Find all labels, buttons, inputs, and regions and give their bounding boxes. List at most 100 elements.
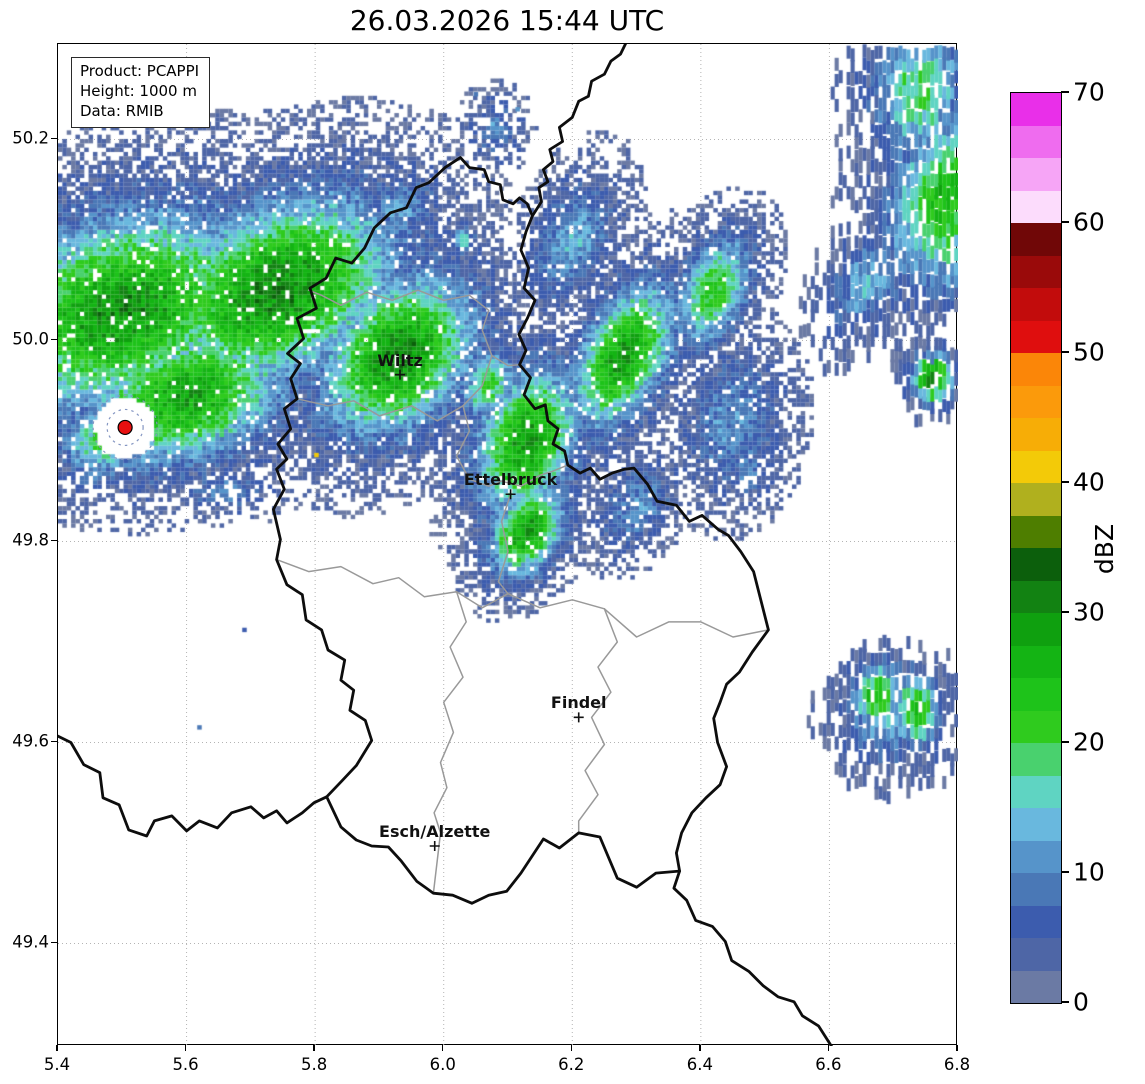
colorbar-band bbox=[1011, 710, 1061, 743]
colorbar-band bbox=[1011, 385, 1061, 418]
y-tick-label: 49.8 bbox=[12, 530, 49, 550]
y-tick-label: 50.0 bbox=[12, 329, 49, 349]
colorbar-band bbox=[1011, 320, 1061, 353]
colorbar-tick-label: 60 bbox=[1073, 207, 1105, 237]
product-info-box: Product: PCAPPI Height: 1000 m Data: RMI… bbox=[71, 57, 211, 129]
internal-border bbox=[432, 590, 467, 894]
colorbar-band bbox=[1011, 482, 1061, 516]
colorbar-band bbox=[1011, 515, 1061, 548]
internal-border bbox=[491, 354, 522, 367]
info-height-line: Height: 1000 m bbox=[80, 81, 197, 100]
colorbar-tick-mark bbox=[1061, 91, 1069, 93]
colorbar-band bbox=[1011, 612, 1061, 646]
colorbar-band bbox=[1011, 775, 1061, 808]
city-label: Esch/Alzette bbox=[379, 822, 491, 841]
colorbar-band bbox=[1011, 417, 1061, 451]
internal-border bbox=[275, 558, 770, 638]
colorbar-band bbox=[1011, 125, 1061, 158]
city-marker bbox=[573, 712, 584, 723]
x-tick-mark bbox=[570, 1045, 573, 1051]
colorbar-band bbox=[1011, 255, 1061, 288]
y-tick-mark bbox=[51, 539, 57, 542]
internal-border bbox=[455, 405, 569, 487]
colorbar-band bbox=[1011, 970, 1061, 1003]
colorbar-band bbox=[1011, 645, 1061, 678]
x-tick-mark bbox=[699, 1045, 701, 1051]
y-tick-mark bbox=[51, 941, 57, 944]
x-tick-mark bbox=[56, 1045, 58, 1051]
x-tick-label: 5.6 bbox=[172, 1055, 199, 1074]
colorbar-tick-mark bbox=[1061, 741, 1069, 743]
colorbar-tick-mark bbox=[1061, 351, 1069, 353]
colorbar-tick-label: 0 bbox=[1073, 987, 1089, 1017]
x-tick-mark bbox=[956, 1045, 958, 1051]
colorbar-band bbox=[1011, 547, 1061, 581]
colorbar-band bbox=[1011, 222, 1061, 256]
y-tick-mark bbox=[51, 740, 57, 743]
colorbar-tick-label: 50 bbox=[1073, 337, 1105, 367]
colorbar-tick-label: 20 bbox=[1073, 727, 1105, 757]
colorbar-band bbox=[1011, 190, 1061, 223]
y-tick-label: 49.4 bbox=[12, 932, 49, 952]
colorbar bbox=[1010, 92, 1062, 1004]
x-tick-label: 6.2 bbox=[558, 1055, 585, 1074]
info-data-line: Data: RMIB bbox=[80, 101, 164, 120]
radar-site-dot bbox=[117, 419, 133, 436]
map-borders-layer bbox=[58, 44, 833, 1046]
colorbar-band bbox=[1011, 840, 1061, 873]
y-tick-mark bbox=[51, 137, 57, 140]
colorbar-band bbox=[1011, 580, 1061, 613]
x-tick-mark bbox=[441, 1045, 444, 1051]
colorbar-band bbox=[1011, 352, 1061, 386]
internal-border bbox=[577, 608, 619, 834]
colorbar-band bbox=[1011, 807, 1061, 841]
colorbar-tick-label: 40 bbox=[1073, 467, 1105, 497]
clutter-ring bbox=[92, 394, 158, 461]
x-tick-label: 6.4 bbox=[686, 1055, 713, 1074]
colorbar-band bbox=[1011, 157, 1061, 191]
clutter-ring bbox=[106, 408, 144, 447]
country-border bbox=[531, 44, 627, 218]
colorbar-tick-label: 30 bbox=[1073, 597, 1105, 627]
city-label: Findel bbox=[550, 693, 607, 713]
colorbar-tick-mark bbox=[1061, 221, 1069, 223]
colorbar-tick-label: 70 bbox=[1073, 77, 1105, 107]
colorbar-tick-label: 10 bbox=[1073, 857, 1105, 887]
colorbar-band bbox=[1011, 677, 1061, 711]
city-marker bbox=[395, 369, 405, 380]
radar-echo-layer bbox=[58, 44, 958, 1046]
info-product-line: Product: PCAPPI bbox=[80, 62, 200, 80]
colorbar-tick-mark bbox=[1061, 871, 1069, 873]
colorbar-tick-mark bbox=[1061, 1001, 1069, 1003]
colorbar-band bbox=[1011, 905, 1061, 938]
x-tick-label: 6.0 bbox=[429, 1055, 456, 1074]
x-tick-mark bbox=[184, 1045, 187, 1051]
y-tick-label: 50.2 bbox=[12, 128, 49, 148]
internal-border bbox=[497, 493, 512, 595]
city-marker bbox=[429, 841, 440, 852]
internal-border bbox=[296, 289, 493, 422]
colorbar-band bbox=[1011, 92, 1061, 126]
x-tick-label: 6.8 bbox=[943, 1055, 971, 1074]
city-marker bbox=[505, 489, 516, 500]
x-tick-mark bbox=[313, 1045, 315, 1051]
colorbar-band bbox=[1011, 872, 1061, 906]
x-tick-label: 6.6 bbox=[815, 1055, 842, 1074]
x-tick-label: 5.8 bbox=[301, 1055, 328, 1074]
country-border bbox=[272, 156, 770, 905]
colorbar-tick-mark bbox=[1061, 481, 1069, 483]
x-tick-mark bbox=[827, 1045, 830, 1051]
colorbar-band bbox=[1011, 287, 1061, 321]
map-plot-area: Product: PCAPPI Height: 1000 m Data: RMI… bbox=[57, 43, 958, 1046]
colorbar-band bbox=[1011, 937, 1061, 971]
country-border bbox=[58, 734, 329, 838]
city-label: Ettelbruck bbox=[463, 470, 558, 490]
y-tick-label: 49.6 bbox=[12, 731, 49, 751]
figure-title: 26.03.2026 15:44 UTC bbox=[349, 4, 665, 37]
colorbar-band bbox=[1011, 450, 1061, 483]
y-tick-mark bbox=[51, 338, 57, 341]
city-label: Wiltz bbox=[377, 350, 423, 370]
colorbar-band bbox=[1011, 742, 1061, 776]
x-tick-label: 5.4 bbox=[43, 1055, 71, 1074]
